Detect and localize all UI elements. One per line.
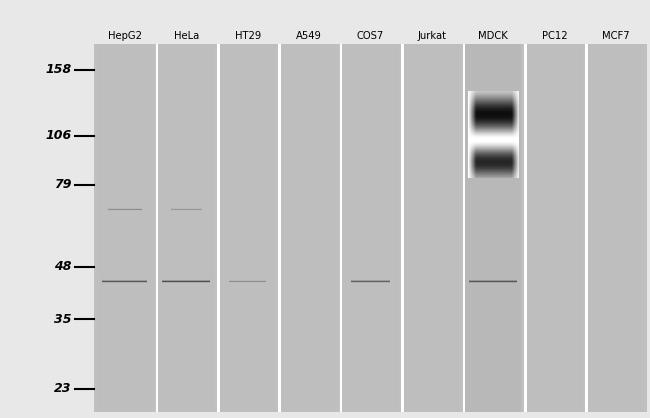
Bar: [586, 44, 588, 412]
Bar: [401, 44, 404, 412]
Bar: [343, 44, 398, 412]
Text: HT29: HT29: [235, 31, 261, 41]
Bar: [281, 44, 337, 412]
Bar: [278, 44, 281, 412]
Bar: [340, 44, 343, 412]
Text: A549: A549: [296, 31, 322, 41]
Bar: [463, 44, 465, 412]
Text: HepG2: HepG2: [108, 31, 142, 41]
Bar: [588, 44, 644, 412]
Text: HeLa: HeLa: [174, 31, 199, 41]
Bar: [465, 44, 521, 412]
Text: 35: 35: [54, 313, 72, 326]
Text: 23: 23: [54, 382, 72, 395]
Bar: [97, 44, 153, 412]
Bar: [155, 44, 158, 412]
Bar: [404, 44, 460, 412]
Text: 48: 48: [54, 260, 72, 273]
Text: PC12: PC12: [542, 31, 567, 41]
Text: MCF7: MCF7: [603, 31, 630, 41]
Text: 79: 79: [54, 178, 72, 191]
Text: 158: 158: [46, 64, 72, 76]
Bar: [158, 44, 214, 412]
Bar: [217, 44, 220, 412]
Text: Jurkat: Jurkat: [417, 31, 447, 41]
Text: 106: 106: [46, 130, 72, 143]
Bar: [94, 44, 647, 412]
Bar: [220, 44, 276, 412]
Text: MDCK: MDCK: [478, 31, 508, 41]
Bar: [524, 44, 526, 412]
Bar: [526, 44, 583, 412]
Text: COS7: COS7: [357, 31, 384, 41]
